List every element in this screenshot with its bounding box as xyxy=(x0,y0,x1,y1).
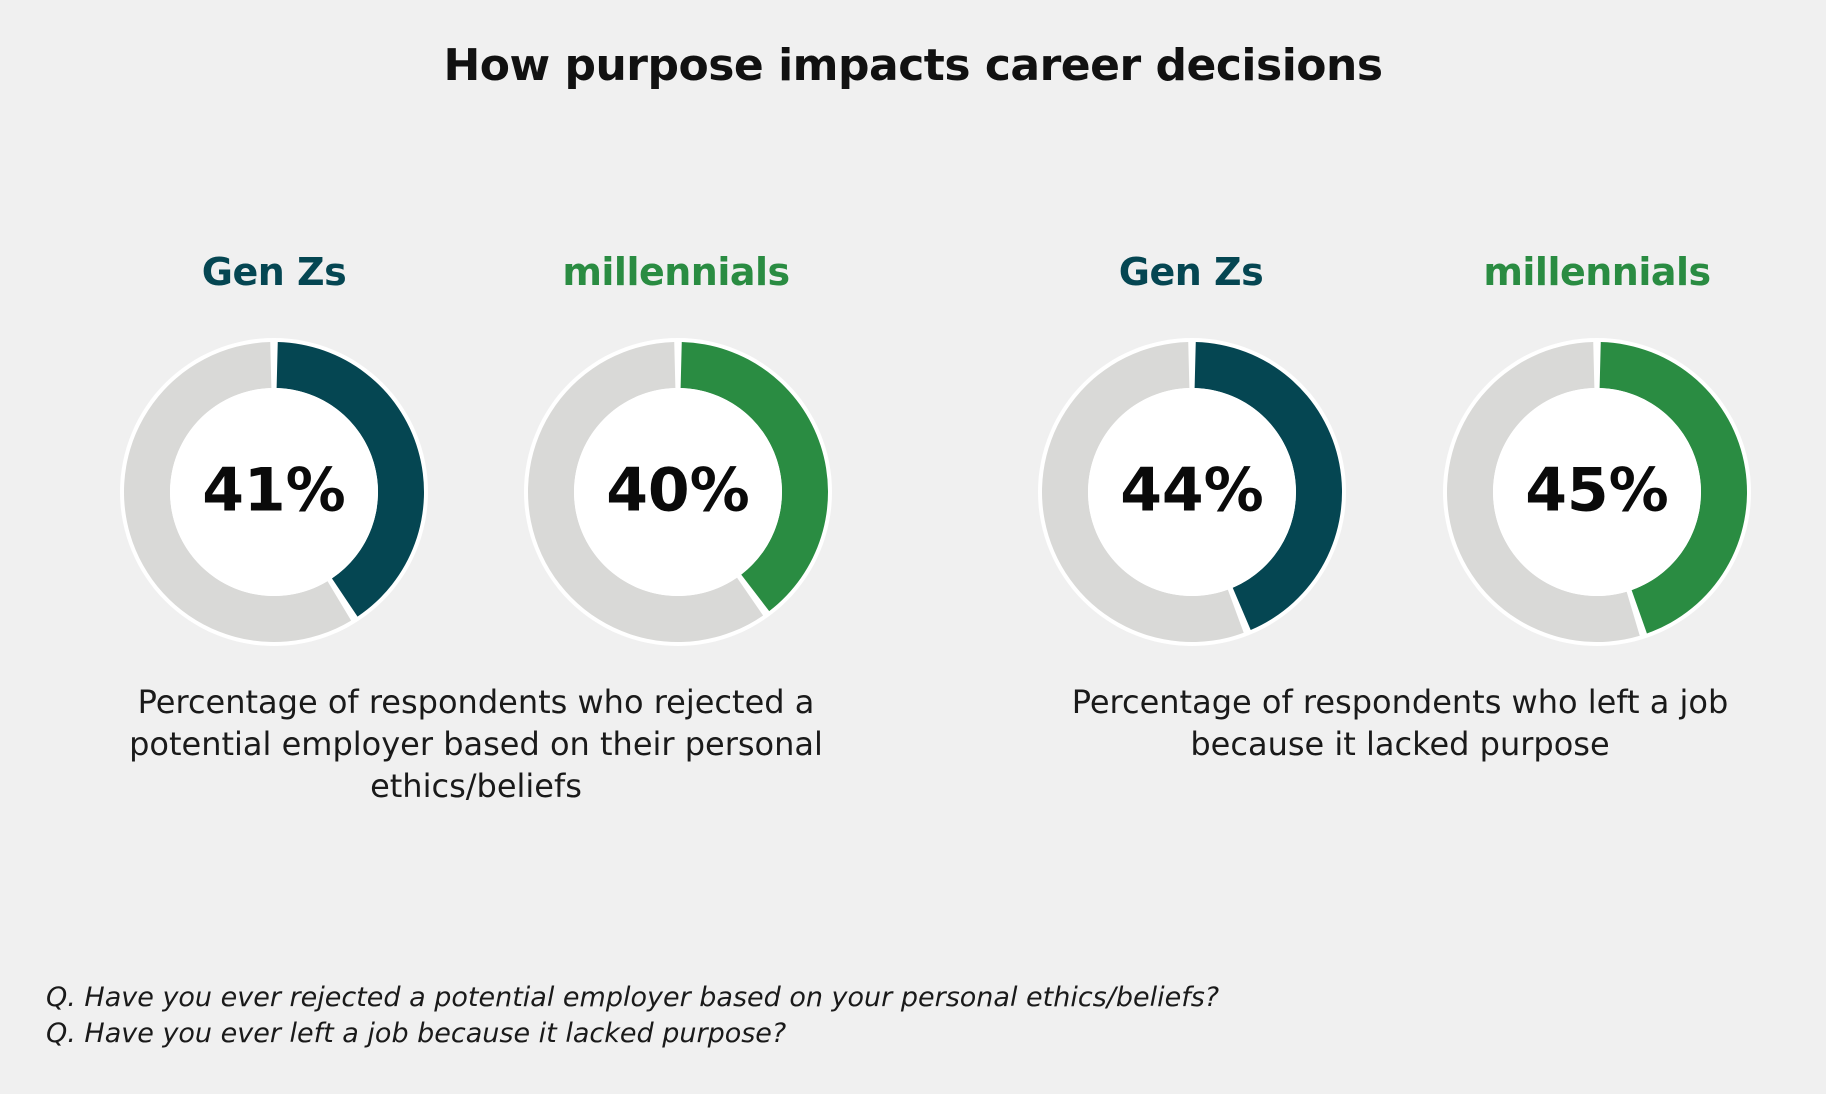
donut-hole xyxy=(1088,388,1296,596)
caption-line: Percentage of respondents who rejected a xyxy=(137,683,815,721)
donut-millennials-rejected: 40% xyxy=(524,338,832,646)
caption-line: Percentage of respondents who left a job xyxy=(1071,683,1729,721)
donut-hole xyxy=(170,388,378,596)
donut-value-label: 41% xyxy=(202,456,346,526)
donut-value-arc xyxy=(1599,342,1747,634)
donut-track xyxy=(1042,342,1244,642)
donut-millennials-left: 45% xyxy=(1443,338,1751,646)
caption-rejected: Percentage of respondents who rejected a… xyxy=(96,681,856,807)
donut-genz-left: 44% xyxy=(1038,338,1346,646)
donut-value-label: 45% xyxy=(1525,456,1669,526)
caption-line: because it lacked purpose xyxy=(1190,725,1610,763)
label-millennials-left: millennials xyxy=(1483,250,1711,294)
caption-left: Percentage of respondents who left a job… xyxy=(1040,681,1760,765)
donut-value-arc xyxy=(276,342,425,617)
label-millennials-rejected: millennials xyxy=(562,250,790,294)
donut-value-label: 44% xyxy=(1120,456,1264,526)
donut-genz-rejected: 41% xyxy=(120,338,428,646)
label-genz-rejected: Gen Zs xyxy=(201,250,347,294)
donut-track xyxy=(528,342,764,642)
donut-value-label: 40% xyxy=(606,456,750,526)
donut-value-arc xyxy=(1194,342,1343,631)
label-genz-left: Gen Zs xyxy=(1118,250,1264,294)
donut-hole xyxy=(574,388,782,596)
donut-hole xyxy=(1493,388,1701,596)
donut-value-arc xyxy=(680,342,828,612)
chart-title: How purpose impacts career decisions xyxy=(443,40,1383,91)
caption-line: ethics/beliefs xyxy=(370,767,582,805)
donut-track xyxy=(1447,342,1640,642)
footnote-question-1: Q. Have you ever rejected a potential em… xyxy=(46,982,1220,1013)
footnote-question-2: Q. Have you ever left a job because it l… xyxy=(46,1018,787,1049)
donut-track xyxy=(124,342,352,642)
caption-line: potential employer based on their person… xyxy=(129,725,823,763)
